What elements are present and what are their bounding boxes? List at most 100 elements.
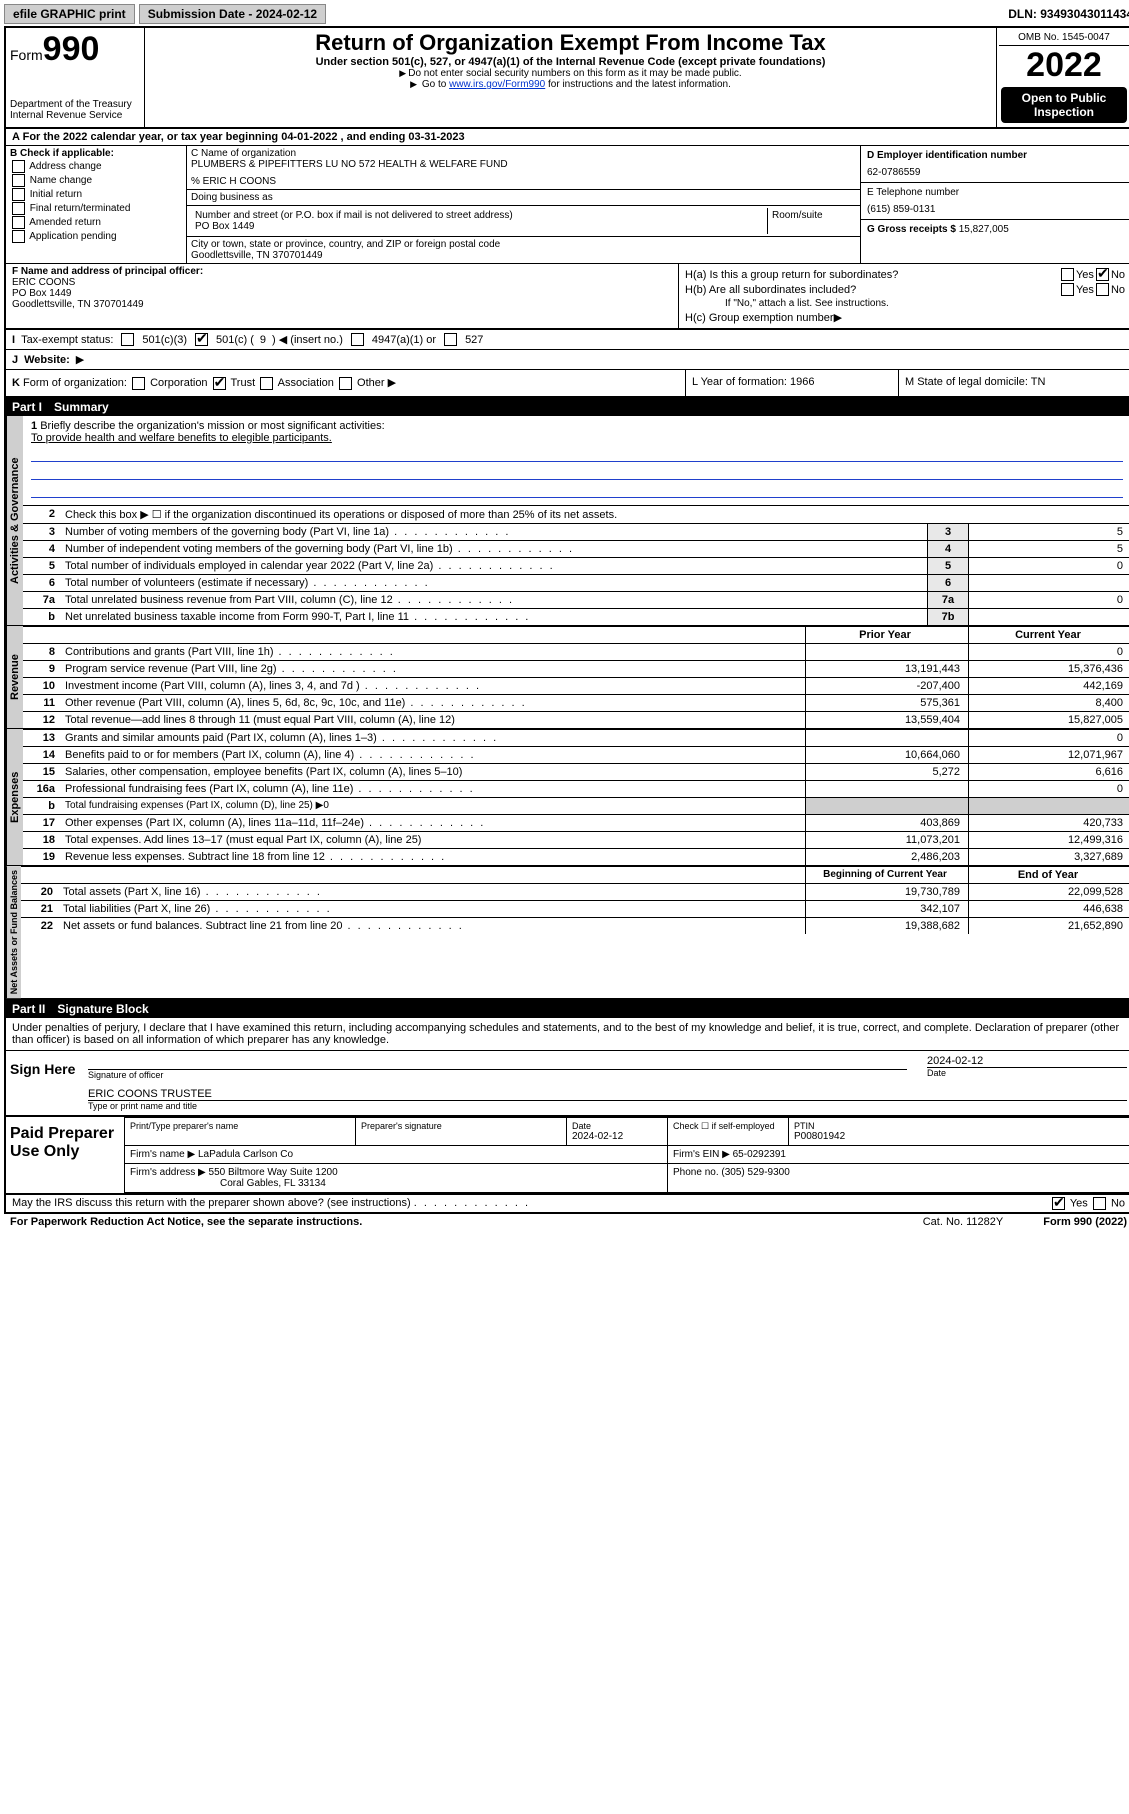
blank-line [31,483,1123,498]
prior: 5,272 [806,763,969,780]
care-of: % ERIC H COONS [191,176,856,187]
col-headers: Prior YearCurrent Year [23,626,1129,643]
efile-print-button[interactable]: efile GRAPHIC print [4,4,135,24]
org-name: PLUMBERS & PIPEFITTERS LU NO 572 HEALTH … [191,159,856,170]
revenue-table: Prior YearCurrent Year 8Contributions an… [23,626,1129,728]
box: 6 [928,574,969,591]
submission-date-button[interactable]: Submission Date - 2024-02-12 [139,4,326,24]
prior-year-header: Prior Year [806,626,969,643]
part-ii-tag: Part II [12,1002,45,1016]
cb-label: Address change [29,161,101,172]
revenue-body: Prior YearCurrent Year 8Contributions an… [23,626,1129,728]
hb-yes-checkbox[interactable] [1061,283,1074,296]
mission-text: To provide health and welfare benefits t… [31,432,332,444]
desc: Total assets (Part X, line 16) [59,883,806,900]
begin: 19,730,789 [806,883,969,900]
city-cell: City or town, state or province, country… [187,237,860,263]
firm-ein: 65-0292391 [733,1149,786,1160]
desc: Total unrelated business revenue from Pa… [61,591,928,608]
f-label: F Name and address of principal officer: [12,266,672,277]
line-19: 19Revenue less expenses. Subtract line 1… [23,848,1129,865]
prior [806,729,969,746]
cb-label: Initial return [30,189,82,200]
k-label: Form of organization: [23,377,127,389]
line2-desc: Check this box ▶ ☐ if the organization d… [61,505,1129,523]
cb-address-change[interactable]: Address change [10,160,182,173]
cb-other[interactable] [339,377,352,390]
paid-date: 2024-02-12 [572,1131,623,1142]
dln-label: DLN: 93493043011434 [1008,7,1129,21]
desc: Total revenue—add lines 8 through 11 (mu… [61,711,806,728]
row-i: I Tax-exempt status: 501(c)(3) 501(c) (9… [6,329,1129,350]
cb-label: Amended return [29,217,101,228]
begin: 342,107 [806,900,969,917]
ha-line: H(a) Is this a group return for subordin… [685,268,1125,281]
cb-amended-return[interactable]: Amended return [10,216,182,229]
current: 442,169 [969,677,1129,694]
col-b-title: B Check if applicable: [10,148,182,159]
sign-here-row: Sign Here Signature of officer 2024-02-1… [6,1050,1129,1115]
ha-no-checkbox[interactable] [1096,268,1109,281]
line-5: 5Total number of individuals employed in… [23,557,1129,574]
part-i-header: Part I Summary [6,398,1129,416]
current: 6,616 [969,763,1129,780]
discuss-text: May the IRS discuss this return with the… [12,1197,411,1209]
cb-label: Name change [30,175,92,186]
ein-label: D Employer identification number [867,150,1125,161]
current: 0 [969,643,1129,660]
ha-yes-checkbox[interactable] [1061,268,1074,281]
desc: Revenue less expenses. Subtract line 18 … [61,848,806,865]
opt-trust: Trust [230,377,255,389]
hb-label: H(b) Are all subordinates included? [685,284,1059,296]
cb-final-return[interactable]: Final return/terminated [10,202,182,215]
irs-label: Internal Revenue Service [10,110,140,121]
ein-value: 62-0786559 [867,167,1125,178]
opt-other: Other ▶ [357,377,396,389]
section-governance: Activities & Governance 1 Briefly descri… [6,416,1129,626]
hc-line: H(c) Group exemption number ▶ [685,311,1125,324]
column-c: C Name of organization PLUMBERS & PIPEFI… [187,146,861,263]
desc: Total number of individuals employed in … [61,557,928,574]
hb-no-checkbox[interactable] [1096,283,1109,296]
cb-trust[interactable] [213,377,226,390]
prior: 13,191,443 [806,660,969,677]
prior: 13,559,404 [806,711,969,728]
opt-assoc: Association [278,377,334,389]
tax-year: 2022 [999,46,1129,85]
cb-name-change[interactable]: Name change [10,174,182,187]
cb-527[interactable] [444,333,457,346]
note-ssn: Do not enter social security numbers on … [151,68,990,79]
firm-ein-label: Firm's EIN ▶ [673,1149,730,1160]
cb-501c3[interactable] [121,333,134,346]
cb-501c[interactable] [195,333,208,346]
desc: Benefits paid to or for members (Part IX… [61,746,806,763]
penalties-text: Under penalties of perjury, I declare th… [6,1018,1129,1050]
cb-label: Final return/terminated [30,203,131,214]
cb-corp[interactable] [132,377,145,390]
discuss-no-checkbox[interactable] [1093,1197,1106,1210]
room-suite-cell: Room/suite [768,208,856,234]
j-lead: J [12,354,18,366]
current: 3,327,689 [969,848,1129,865]
value: 5 [969,523,1129,540]
no-label: No [1111,284,1125,296]
value [969,608,1129,625]
opt-501c-pre: 501(c) ( [216,334,254,346]
discuss-yes-checkbox[interactable] [1052,1197,1065,1210]
gross-label: G Gross receipts $ [867,224,956,235]
line-7b: bNet unrelated business taxable income f… [23,608,1129,625]
irs-link[interactable]: www.irs.gov/Form990 [449,79,545,90]
yes-label: Yes [1070,1197,1088,1209]
desc: Investment income (Part VIII, column (A)… [61,677,806,694]
gross-value: 15,827,005 [959,224,1009,235]
cb-application-pending[interactable]: Application pending [10,230,182,243]
prior: 403,869 [806,814,969,831]
begin-header: Beginning of Current Year [806,866,969,883]
cb-assoc[interactable] [260,377,273,390]
current: 420,733 [969,814,1129,831]
cb-4947[interactable] [351,333,364,346]
website-label: Website: [24,354,70,366]
officer-addr1: PO Box 1449 [12,288,672,299]
cb-initial-return[interactable]: Initial return [10,188,182,201]
opt-corp: Corporation [150,377,207,389]
